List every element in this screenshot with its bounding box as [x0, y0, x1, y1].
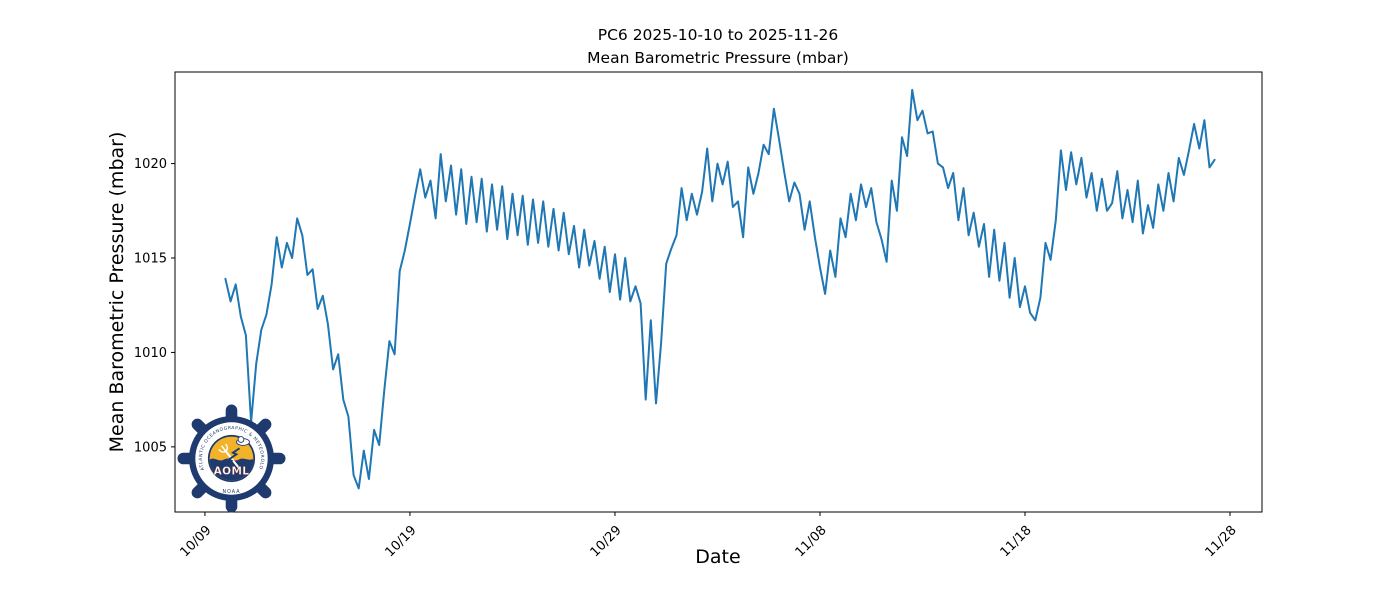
x-axis-label: Date [695, 546, 741, 568]
logo-water [209, 458, 254, 481]
x-tick-label: 11/28 [1203, 523, 1240, 560]
x-tick-label: 10/09 [177, 523, 214, 560]
y-tick-label: 1015 [134, 252, 167, 267]
y-tick-label: 1005 [134, 440, 167, 455]
pressure-line [224, 88, 1216, 490]
y-tick-label: 1020 [134, 157, 167, 172]
logo-noaa-text: NOAA [223, 489, 241, 495]
chart-title-line2: Mean Barometric Pressure (mbar) [587, 48, 849, 67]
trident-icon [218, 443, 241, 471]
aoml-logo: AOML NOAA ATLANTIC OCEANOGRAPHIC & METEO… [177, 404, 286, 513]
y-axis-label: Mean Barometric Pressure (mbar) [106, 131, 128, 453]
y-tick-label: 1010 [134, 346, 167, 361]
axes-box [174, 71, 1263, 513]
chart-title: PC6 2025-10-10 to 2025-11-26 Mean Barome… [368, 24, 1068, 69]
logo-aoml-text: AOML [214, 466, 250, 478]
lightning-icon [222, 447, 241, 470]
chart-title-line1: PC6 2025-10-10 to 2025-11-26 [597, 26, 839, 44]
cloud-icon [236, 436, 250, 446]
